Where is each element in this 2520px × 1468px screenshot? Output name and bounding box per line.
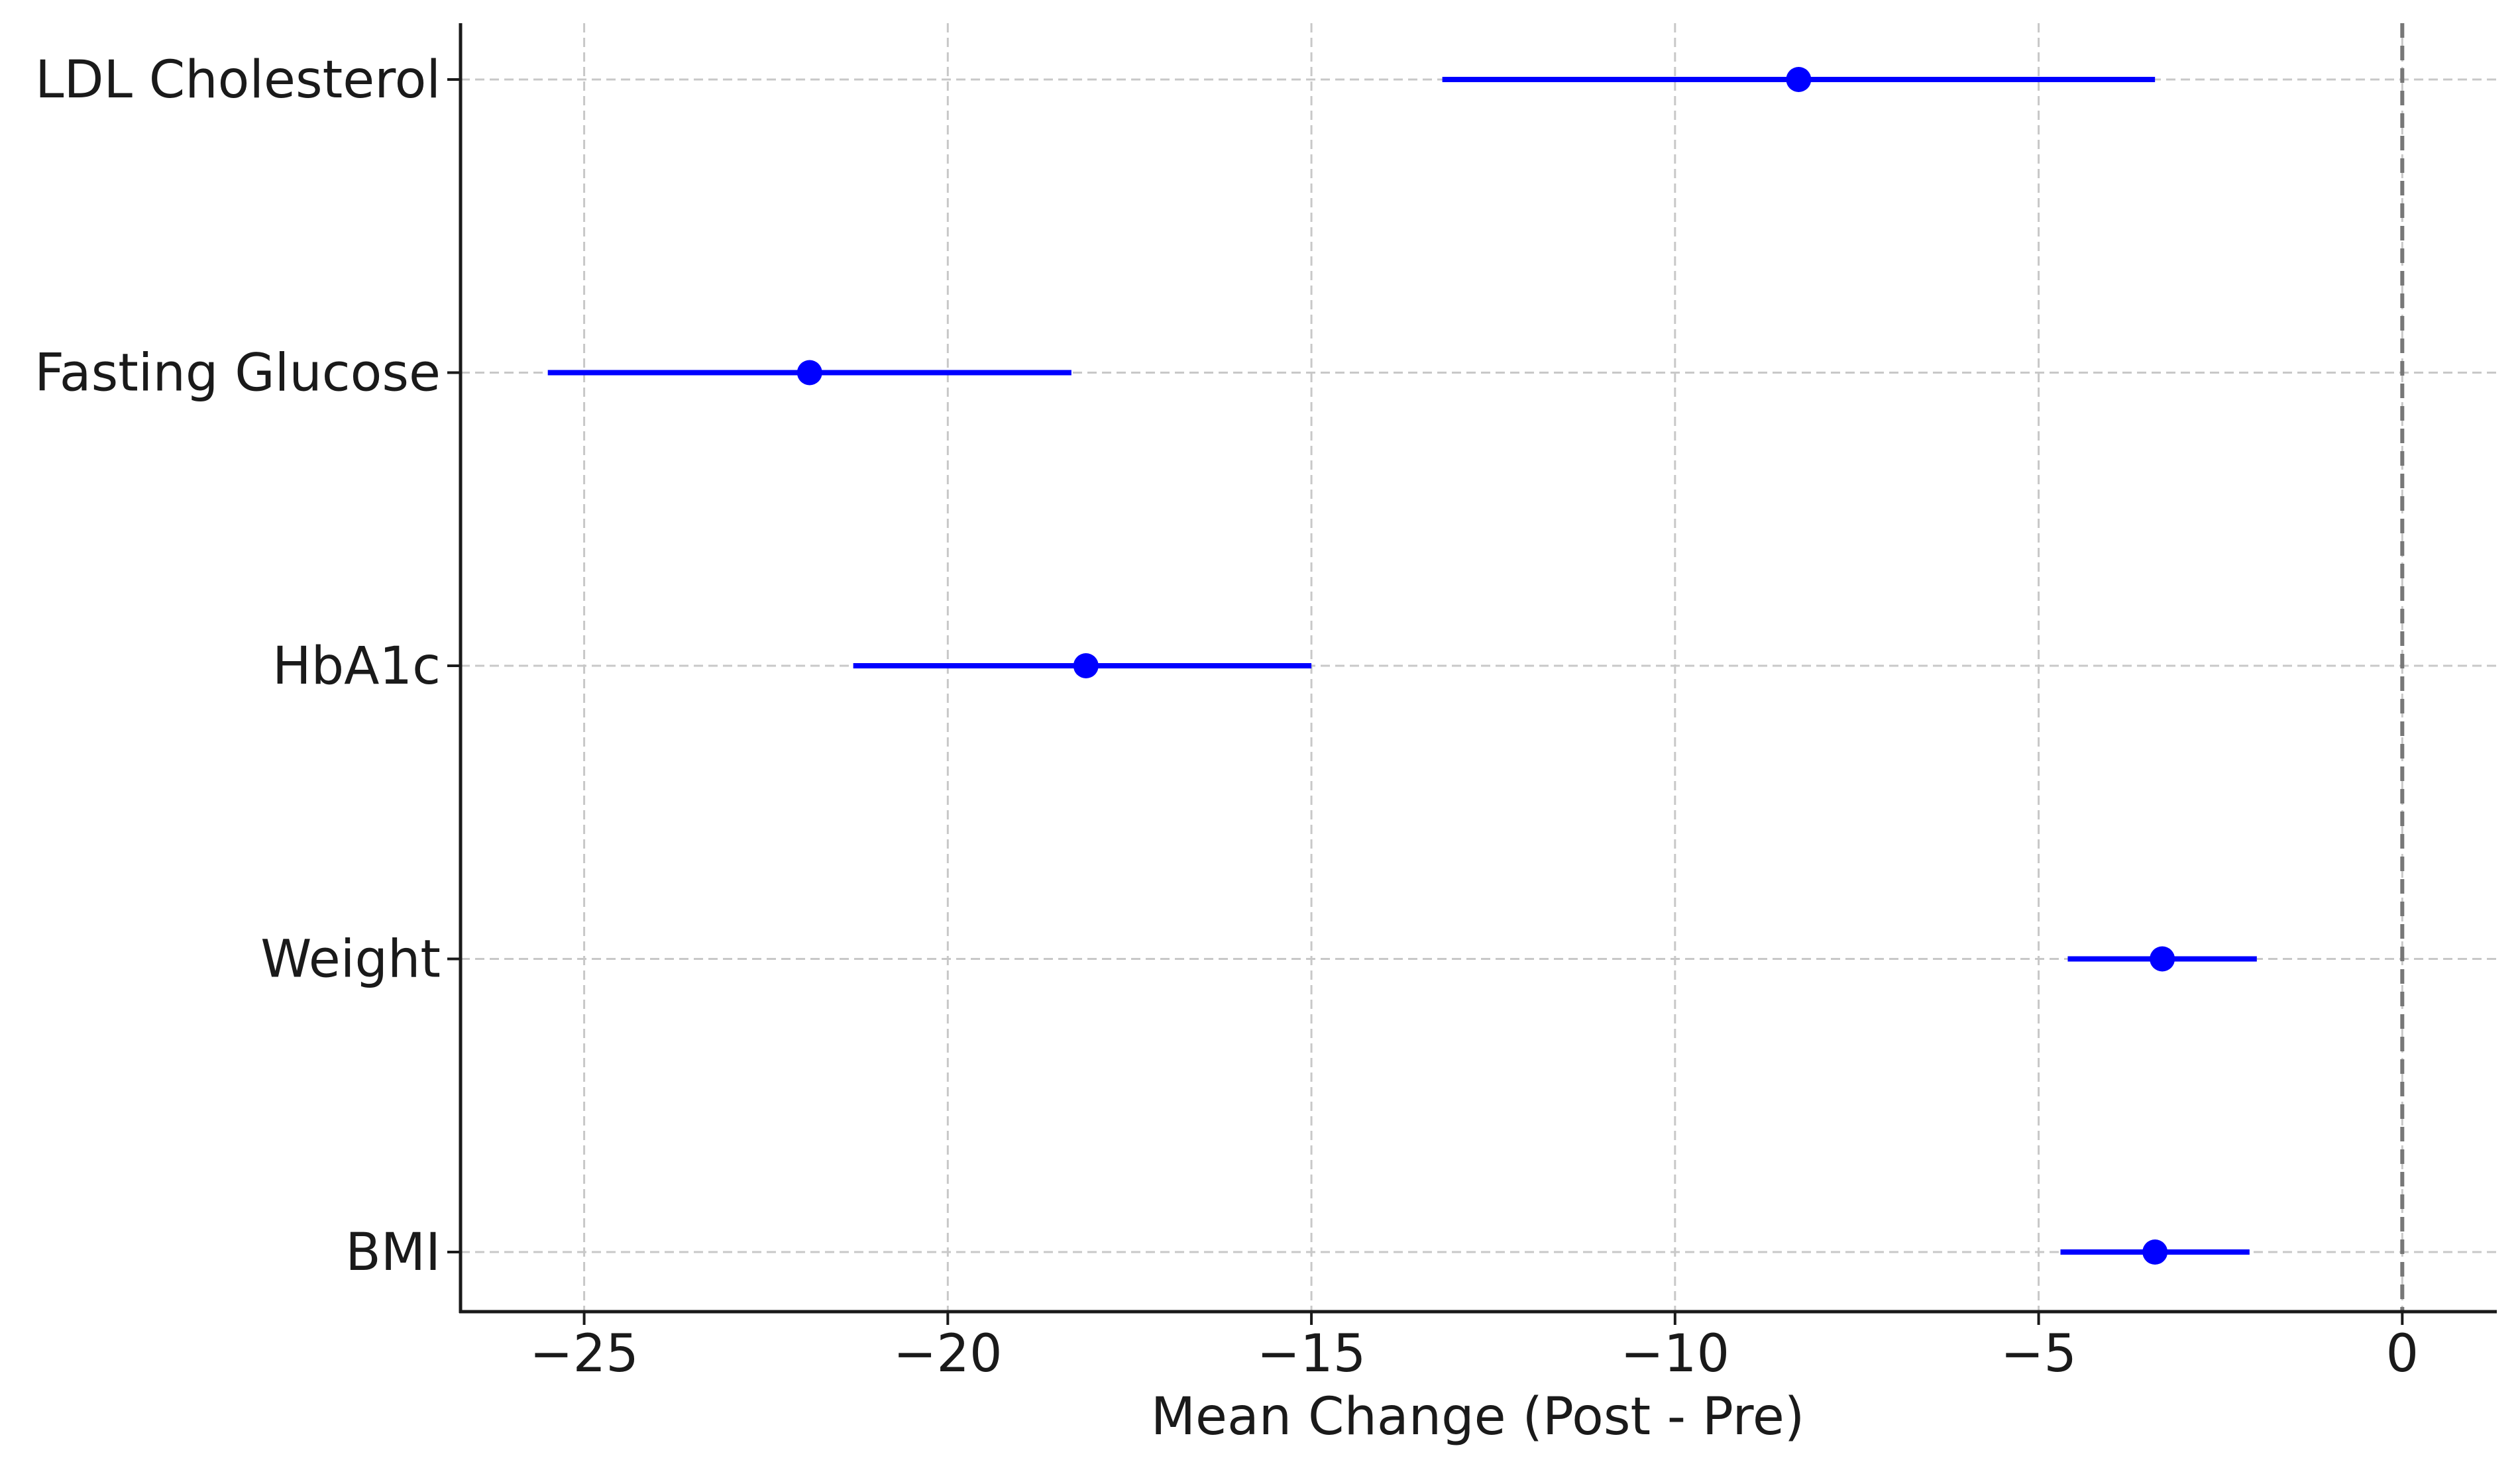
x-tick-label: −25 [529,1324,639,1384]
x-tick-label: −15 [1257,1324,1366,1384]
grid-lines [461,23,2497,1312]
mean-point [796,360,822,386]
mean-point [2142,1239,2168,1265]
mean-point [1073,653,1099,678]
mean-point [1786,67,1812,92]
x-axis-ticks: −25 −20 −15 −10 −5 0 [529,1312,2419,1384]
y-tick-label: Weight [260,930,441,990]
y-tick-label: HbA1c [272,637,441,696]
mean-point [2150,946,2175,972]
effect-estimates [547,67,2257,1265]
y-tick-label: LDL Cholesterol [35,50,441,110]
x-tick-label: −20 [893,1324,1003,1384]
y-tick-label: Fasting Glucose [34,344,441,403]
y-axis-ticks: LDL Cholesterol Fasting Glucose HbA1c Weigh… [34,50,461,1283]
x-tick-label: 0 [2386,1324,2419,1384]
x-tick-label: −10 [1621,1324,1730,1384]
x-tick-label: −5 [2000,1324,2077,1384]
axes [459,23,2497,1314]
x-axis-label: Mean Change (Post - Pre) [1151,1387,1805,1447]
y-tick-label: BMI [345,1223,441,1283]
